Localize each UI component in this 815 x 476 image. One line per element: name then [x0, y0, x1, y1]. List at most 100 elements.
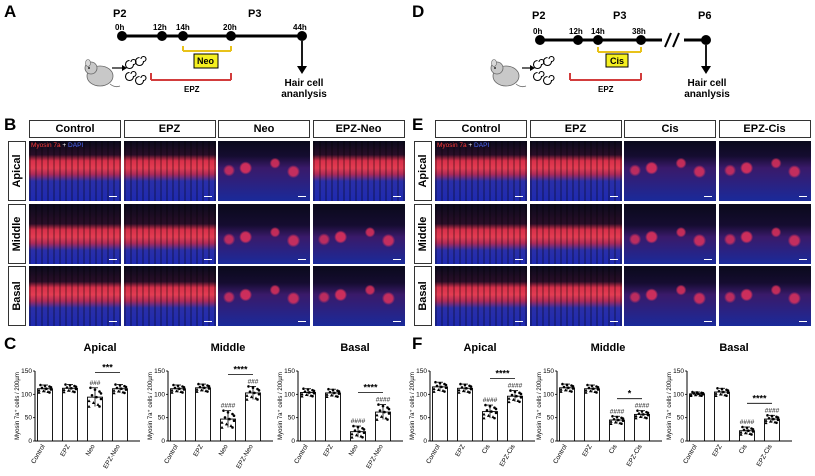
micrograph-tile: [123, 266, 216, 326]
y-tick-label: 0: [28, 438, 32, 445]
data-point: [98, 405, 101, 408]
data-point: [772, 417, 775, 421]
data-point: [198, 385, 202, 389]
data-point: [435, 384, 439, 388]
data-point: [612, 417, 616, 421]
data-point: [182, 388, 186, 391]
data-point: [41, 389, 46, 393]
data-point: [714, 391, 718, 395]
data-point: [519, 396, 523, 399]
y-axis-label: Myosin 7a⁺ cells / 200µm: [666, 372, 673, 440]
significance-hash: ####: [610, 408, 625, 415]
chart-title: Basal: [340, 342, 370, 354]
data-point: [717, 389, 721, 393]
data-point: [511, 397, 516, 401]
stain-label: Myosin 7a + DAPI: [31, 142, 84, 149]
data-point: [490, 410, 493, 413]
data-point: [565, 383, 569, 387]
data-point: [646, 411, 650, 415]
data-point: [170, 388, 174, 392]
column-header: EPZ-Neo: [312, 120, 405, 138]
y-tick-label: 0: [680, 438, 684, 445]
data-point: [303, 390, 307, 394]
column-header: Neo: [218, 120, 310, 138]
data-point: [742, 428, 746, 432]
bar: [170, 388, 186, 442]
row-label: Apical: [8, 141, 26, 201]
data-point: [256, 398, 259, 401]
bar: [62, 387, 78, 442]
data-point: [39, 383, 42, 387]
data-point: [37, 388, 41, 392]
data-point: [337, 392, 341, 395]
data-point: [182, 385, 186, 389]
data-point: [494, 411, 498, 415]
data-point: [609, 422, 613, 426]
y-tick-label: 50: [420, 415, 428, 422]
bar: [559, 387, 575, 442]
data-point: [642, 413, 645, 416]
data-point: [482, 416, 486, 420]
y-tick-label: 100: [21, 391, 32, 398]
y-tick-label: 50: [25, 415, 33, 422]
data-point: [590, 384, 594, 388]
data-point: [513, 390, 517, 394]
y-tick-label: 50: [547, 415, 555, 422]
x-tick-label: Neo: [218, 443, 230, 457]
y-axis-label: Myosin 7a⁺ cells / 200µm: [277, 372, 284, 440]
micrograph-tile: Myosin 7a + DAPI: [435, 141, 527, 201]
significance-stars: ****: [495, 369, 510, 379]
row-label: Middle: [8, 204, 26, 264]
timeline-d-hour: 14h: [591, 27, 605, 36]
data-point: [482, 412, 486, 416]
micrograph-tile: [529, 266, 622, 326]
data-point: [567, 386, 570, 390]
data-point: [253, 391, 256, 395]
significance-hash: ###: [90, 380, 101, 387]
x-tick-label: EPZ: [192, 443, 204, 457]
timeline-a-p2: P2: [113, 8, 127, 20]
micrograph-tile: [312, 266, 405, 326]
x-tick-label: EPZ-Cis: [626, 443, 645, 468]
data-point: [90, 393, 94, 397]
micrograph-tile: [218, 204, 310, 264]
data-point: [350, 432, 354, 436]
y-tick-label: 150: [284, 368, 295, 375]
data-point: [592, 387, 595, 391]
data-point: [124, 385, 128, 389]
timeline-a-hour: 14h: [176, 23, 190, 32]
data-point: [507, 400, 511, 404]
data-point: [469, 385, 473, 388]
data-point: [493, 416, 496, 420]
micrograph-tile: [435, 266, 527, 326]
data-point: [571, 385, 575, 388]
y-tick-label: 100: [416, 391, 427, 398]
data-point: [645, 416, 648, 420]
y-tick-label: 50: [158, 415, 166, 422]
x-tick-label: Control: [163, 443, 180, 465]
data-point: [436, 388, 441, 391]
column-header: Control: [29, 120, 121, 138]
micrograph-tile: [123, 141, 216, 201]
data-point: [99, 397, 103, 401]
x-tick-label: EPZ: [454, 443, 466, 457]
bar: [714, 391, 730, 442]
data-point: [64, 383, 67, 386]
data-point: [325, 392, 329, 396]
chart-title: Middle: [590, 342, 626, 354]
column-header: EPZ: [123, 120, 216, 138]
data-point: [176, 384, 180, 388]
data-point: [181, 391, 184, 394]
data-point: [775, 421, 778, 425]
data-point: [613, 420, 618, 424]
data-point: [336, 395, 339, 398]
data-point: [611, 414, 614, 418]
panel-label-b: B: [4, 115, 17, 134]
data-point: [37, 390, 41, 394]
data-point: [751, 430, 755, 433]
y-tick-label: 0: [161, 438, 165, 445]
data-point: [766, 414, 769, 417]
data-point: [231, 426, 234, 429]
data-point: [91, 401, 96, 405]
data-point: [434, 380, 437, 384]
